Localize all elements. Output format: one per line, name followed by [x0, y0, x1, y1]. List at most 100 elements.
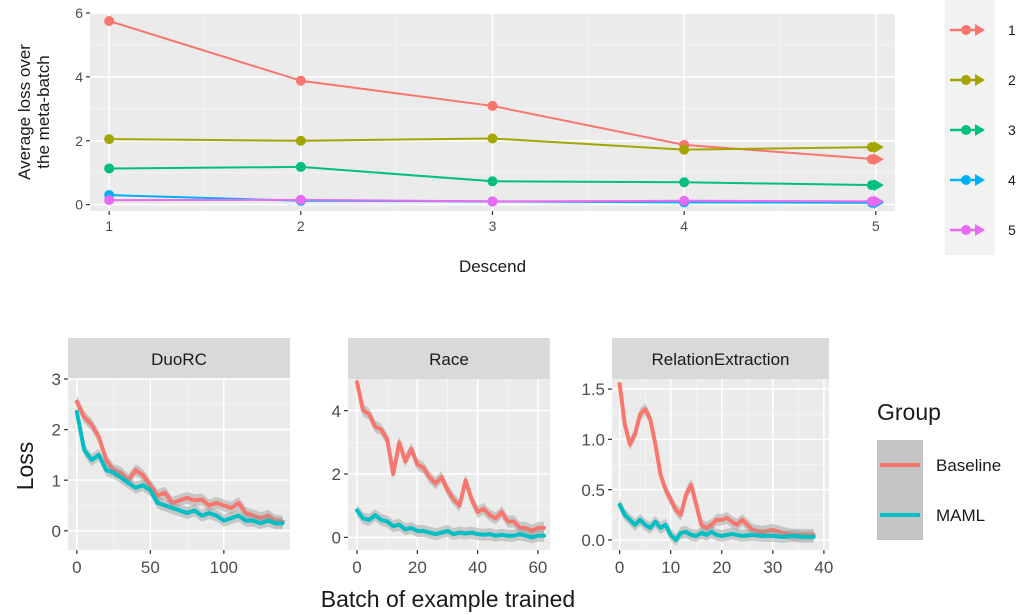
series-2-point [487, 133, 498, 144]
top-chart-x-tick-label: 5 [872, 218, 880, 234]
series-3-segment [300, 165, 493, 183]
series-1-point [104, 15, 115, 26]
top-chart-x-tick-label: 2 [297, 218, 305, 234]
legend-key-arrow-head [975, 124, 985, 136]
bottom-chart-x-axis-label: Batch of example trained [321, 586, 575, 612]
top-chart-y-tick-label: 6 [75, 5, 83, 21]
series-1-segment [684, 143, 876, 161]
facet-duorc-y-tick-label: 1 [52, 471, 61, 490]
facet-relationextraction-y-tick-label: 0.5 [581, 481, 605, 500]
facet-duorc-maml-line [74, 409, 285, 526]
legend-key-arrow-head [975, 224, 985, 236]
series-5-point [487, 196, 498, 207]
facet-relationextraction-x-tick-label: 30 [763, 558, 782, 577]
legend-key-point [961, 125, 971, 135]
facet-relationextraction-baseline-line [617, 382, 816, 537]
facet-race-x-tick-label: 60 [528, 558, 547, 577]
bottom-legend-title: Group [877, 399, 941, 425]
facet-relationextraction-x-tick-label: 40 [814, 558, 833, 577]
series-2-segment [109, 138, 301, 142]
legend-label-3: 3 [1008, 122, 1016, 138]
top-chart-y-tick-label: 0 [75, 197, 83, 213]
top-chart-legend: 1 2 3 4 5 [945, 0, 1016, 255]
facet-duorc-maml-confidence-band [76, 405, 283, 530]
series-2-point [679, 144, 690, 155]
facet-relationextraction-x-tick-label: 0 [615, 558, 624, 577]
facet-duorc-strip [68, 338, 290, 379]
series-5-arrow-head [873, 195, 884, 208]
facet-race-baseline-line [355, 380, 546, 533]
series-3-arrow-head [873, 179, 884, 192]
bottom-chart-y-axis-label: Loss [12, 442, 38, 491]
series-1-segment [300, 79, 493, 107]
facet-duorc-x-tick-label: 100 [210, 558, 238, 577]
top-chart-y-tick-label: 2 [75, 133, 83, 149]
facet-race-y-tick-label: 0 [332, 528, 341, 547]
legend-key-arrow-head [975, 24, 985, 36]
top-chart-y-tick-label: 4 [75, 69, 83, 85]
top-chart-x-tick-label: 3 [489, 218, 497, 234]
facet-duorc-y-tick-label: 0 [52, 522, 61, 541]
top-chart-x-tick-label: 4 [680, 218, 688, 234]
series-5-point [104, 195, 115, 206]
series-5-segment [492, 199, 685, 203]
facet-race-strip [348, 338, 550, 379]
facet-duorc-panel: 0 50 100 0 1 2 3 [52, 370, 290, 577]
facet-race-x-tick-label: 20 [408, 558, 427, 577]
series-2-segment [300, 137, 493, 142]
top-chart-y-axis-label: Average loss overthe meta-batch [15, 44, 53, 180]
legend-label-4: 4 [1008, 172, 1016, 188]
facet-race-panel: 0 20 40 60 0 2 4 [332, 376, 550, 577]
series-1-point [487, 100, 498, 111]
legend-key-point [961, 175, 971, 185]
facet-relationextraction-x-tick-label: 20 [712, 558, 731, 577]
legend-label-5: 5 [1008, 222, 1016, 238]
legend-label-baseline: Baseline [936, 456, 1001, 475]
facet-duorc-y-tick-label: 2 [52, 421, 61, 440]
top-chart-panel: 1 2 3 4 5 0 2 4 6 [75, 5, 895, 234]
facet-relationextraction-y-tick-label: 1.5 [581, 380, 605, 399]
series-5-segment [300, 198, 493, 203]
facet-race-y-tick-label: 4 [332, 402, 341, 421]
series-2-segment [684, 146, 876, 151]
series-1-segment [108, 20, 302, 82]
legend-key-point [961, 25, 971, 35]
series-5-point [679, 195, 690, 206]
facet-relationextraction-maml-line [617, 502, 816, 542]
facet-relationextraction-x-tick-label: 10 [661, 558, 680, 577]
series-3-point [679, 177, 690, 188]
top-chart-x-tick-label: 1 [105, 218, 113, 234]
facet-race-x-tick-label: 0 [352, 558, 361, 577]
legend-label-2: 2 [1008, 72, 1016, 88]
facet-relationextraction-y-tick-label: 0.0 [581, 531, 605, 550]
top-chart-y-axis-label-line: the meta-batch [34, 55, 53, 168]
series-3-segment [492, 180, 685, 184]
legend-label-1: 1 [1008, 22, 1016, 38]
series-3-segment [684, 181, 876, 187]
legend-key-point [961, 75, 971, 85]
facet-race-maml-line [355, 508, 546, 540]
facet-relationextraction-y-tick-label: 1.0 [581, 430, 605, 449]
legend-key-arrow-head [975, 74, 985, 86]
series-5-point [295, 194, 306, 205]
legend-key-point [961, 225, 971, 235]
top-chart-x-axis-label: Descend [459, 257, 526, 276]
bottom-chart-legend: Group Baseline MAML [877, 399, 1001, 540]
series-2-arrow-head [873, 141, 884, 154]
series-2-point [104, 134, 115, 145]
facet-duorc-x-tick-label: 50 [141, 558, 160, 577]
series-3-point [295, 161, 306, 172]
facet-duorc-x-tick-label: 0 [72, 558, 81, 577]
facet-relationextraction-panel: 0 10 20 30 40 0.0 0.5 1.0 1.5 [581, 378, 833, 577]
series-1-segment [492, 104, 685, 146]
series-1-arrow-head [873, 153, 884, 166]
series-3-segment [109, 165, 301, 170]
legend-key-arrow-head [975, 174, 985, 186]
facet-relationextraction-baseline-confidence-band [619, 378, 814, 541]
series-2-segment [492, 137, 685, 151]
facet-race-x-tick-label: 40 [468, 558, 487, 577]
legend-label-maml: MAML [936, 506, 985, 525]
facet-race-strip-label: Race [429, 350, 469, 369]
series-1-point [295, 75, 306, 86]
